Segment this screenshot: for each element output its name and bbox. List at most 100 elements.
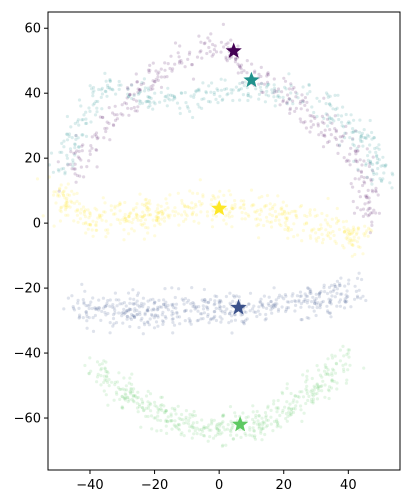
scatter-point [225, 93, 229, 97]
scatter-point [371, 170, 376, 175]
scatter-point [155, 218, 159, 222]
scatter-point [205, 210, 209, 214]
scatter-point [250, 434, 254, 438]
scatter-point [289, 84, 293, 88]
scatter-point [342, 246, 346, 250]
scatter-point [184, 409, 188, 413]
scatter-point [364, 163, 368, 167]
scatter-point [240, 81, 245, 85]
scatter-point [95, 106, 99, 110]
scatter-point [291, 400, 295, 404]
scatter-point [164, 409, 169, 413]
scatter-point [273, 88, 277, 92]
scatter-point [273, 303, 277, 307]
scatter-point [350, 242, 354, 246]
scatter-point [366, 188, 370, 192]
scatter-point [358, 245, 362, 249]
scatter-point [129, 390, 133, 394]
scatter-point [368, 231, 372, 235]
scatter-point [306, 286, 310, 290]
scatter-point [227, 321, 231, 325]
scatter-point [314, 313, 318, 318]
scatter-point [85, 315, 89, 319]
scatter-point [160, 403, 164, 407]
scatter-point [207, 423, 211, 427]
scatter-point [231, 423, 235, 427]
scatter-point [232, 295, 237, 299]
scatter-point [265, 80, 270, 84]
scatter-point [159, 428, 163, 433]
scatter-point [82, 302, 86, 306]
scatter-point [328, 300, 332, 305]
scatter-point [186, 204, 190, 208]
scatter-point [176, 191, 180, 195]
scatter-point [242, 199, 246, 203]
y-tick-label: 40 [24, 87, 41, 102]
scatter-point [303, 292, 307, 296]
scatter-point [83, 289, 87, 293]
scatter-point [300, 390, 304, 394]
scatter-point [190, 286, 194, 290]
scatter-point [351, 225, 355, 229]
scatter-point [354, 232, 358, 236]
scatter-point [79, 104, 83, 108]
scatter-point [281, 200, 285, 204]
scatter-point [335, 287, 339, 291]
scatter-point [303, 103, 307, 107]
scatter-point [146, 299, 150, 303]
scatter-point [258, 312, 262, 316]
scatter-point [227, 211, 231, 215]
scatter-point [177, 55, 181, 59]
scatter-point [294, 90, 298, 94]
scatter-point [283, 221, 287, 225]
scatter-point [365, 133, 370, 137]
scatter-point [323, 363, 327, 367]
scatter-point [136, 218, 140, 222]
scatter-point [228, 428, 232, 432]
scatter-point [299, 318, 303, 322]
scatter-point [278, 222, 282, 226]
scatter-point [320, 114, 324, 118]
scatter-point [230, 314, 234, 318]
scatter-point [120, 394, 124, 398]
scatter-point [193, 413, 197, 418]
scatter-point [362, 136, 366, 140]
scatter-point [127, 95, 131, 99]
scatter-point [139, 318, 143, 322]
scatter-point [261, 305, 266, 309]
scatter-point [121, 321, 125, 325]
scatter-point [131, 314, 135, 318]
scatter-point [73, 142, 77, 146]
scatter-point [367, 134, 371, 138]
scatter-point [220, 421, 224, 425]
scatter-point [285, 400, 289, 404]
scatter-point [214, 306, 218, 310]
scatter-point [190, 63, 194, 67]
scatter-point [367, 206, 371, 210]
scatter-point [148, 68, 152, 72]
scatter-point [104, 90, 108, 94]
scatter-point [149, 414, 154, 418]
scatter-point [341, 344, 345, 348]
scatter-point [274, 304, 278, 309]
scatter-point [225, 87, 229, 91]
scatter-point [316, 122, 320, 126]
scatter-point [325, 233, 329, 237]
scatter-point [225, 59, 229, 63]
scatter-point [153, 300, 157, 304]
scatter-point [90, 306, 94, 311]
scatter-point [216, 88, 220, 93]
scatter-point [77, 149, 81, 153]
scatter-point [202, 311, 206, 315]
scatter-point [204, 426, 208, 430]
scatter-point [242, 84, 246, 88]
scatter-point [332, 233, 336, 237]
scatter-point [365, 229, 369, 233]
scatter-point [382, 171, 386, 175]
scatter-point [157, 408, 161, 412]
scatter-point [84, 117, 88, 121]
scatter-point [210, 225, 215, 229]
scatter-point [216, 432, 220, 436]
scatter-point [208, 298, 213, 302]
scatter-point [228, 301, 232, 305]
